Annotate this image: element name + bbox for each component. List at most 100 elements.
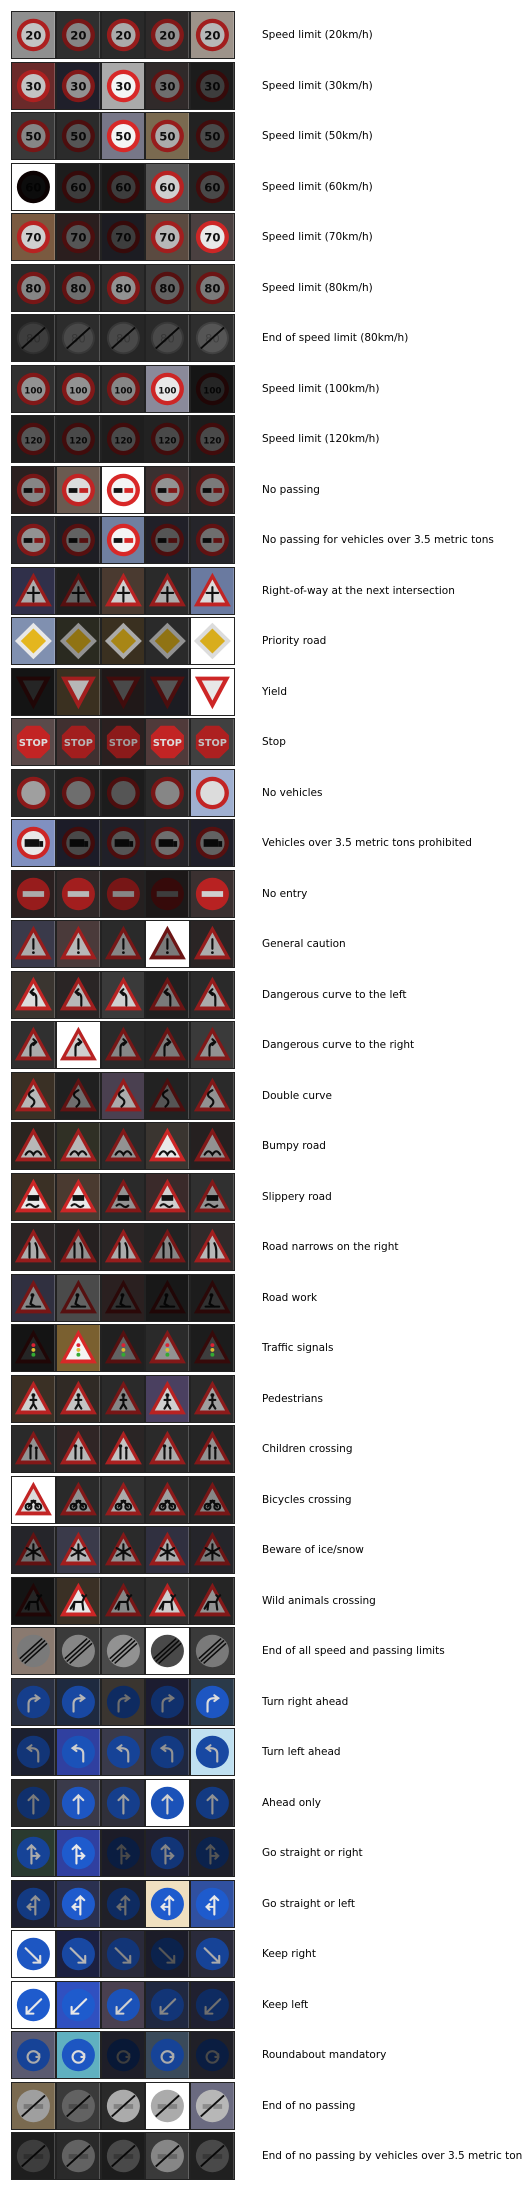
- keep-left-sample-5-icon: [190, 1980, 235, 2029]
- sample-strip: [11, 920, 235, 968]
- sign-class-label: Speed limit (60km/h): [262, 180, 373, 193]
- svg-text:80: 80: [204, 281, 220, 295]
- sign-class-row-priority-road: Priority road: [0, 617, 522, 665]
- keep-right-sample-2-icon: [55, 1930, 101, 1978]
- sample-strip: [11, 516, 235, 564]
- curve-right-sample-5-icon: [190, 1021, 235, 1069]
- road-work-sample-2-icon: [55, 1273, 101, 1322]
- sign-class-row-roundabout: Roundabout mandatory: [0, 2031, 522, 2079]
- children-crossing-sample-3-icon: [100, 1425, 146, 1473]
- traffic-signals-sample-4-icon: [145, 1324, 191, 1372]
- svg-text:STOP: STOP: [108, 738, 137, 749]
- speed-limit-80-sample-2-icon: 80: [55, 263, 101, 312]
- road-work-sample-5-icon: [190, 1273, 235, 1322]
- sign-class-row-speed-limit-100: 100 100 100 100 100 Speed limit (100km/h): [0, 364, 522, 413]
- sign-class-label: End of no passing by vehicles over 3.5 m…: [262, 2150, 522, 2162]
- no-passing-trucks-sample-2-icon: [55, 516, 101, 564]
- sign-class-label: Road narrows on the right: [262, 1241, 399, 1253]
- traffic-signals-sample-1-icon: [11, 1324, 56, 1372]
- sample-strip: 20 20 20 20 20: [11, 11, 235, 59]
- sign-class-label: No passing: [262, 483, 320, 496]
- sample-strip: [11, 819, 235, 867]
- sample-strip: [11, 1071, 235, 1120]
- sample-strip: [11, 566, 235, 615]
- sign-class-label: Wild animals crossing: [262, 1594, 376, 1607]
- priority-road-sample-2-icon: [55, 617, 101, 665]
- wild-animals-sample-1-icon: [11, 1576, 56, 1625]
- no-vehicles-sample-3-icon: [100, 768, 146, 817]
- end-speed-limit-80-sample-2-icon: 80: [55, 314, 101, 362]
- right-of-way-sample-2-icon: [55, 566, 101, 615]
- no-trucks-sample-4-icon: [145, 819, 191, 867]
- straight-or-left-sample-3-icon: [100, 1879, 146, 1928]
- speed-limit-30-sample-3-icon: 30: [100, 61, 146, 110]
- svg-text:120: 120: [24, 436, 42, 446]
- sign-class-label: Go straight or right: [262, 1847, 363, 1859]
- road-work-sample-1-icon: [11, 1273, 56, 1322]
- speed-limit-80-sample-4-icon: 80: [145, 263, 191, 312]
- sample-strip: [11, 1980, 235, 2029]
- keep-left-sample-2-icon: [55, 1980, 101, 2029]
- sign-class-label: Traffic signals: [262, 1342, 334, 1354]
- end-no-passing-sample-4-icon: [145, 2081, 191, 2130]
- end-all-limits-sample-1-icon: [11, 1627, 56, 1675]
- no-vehicles-sample-4-icon: [145, 768, 191, 817]
- no-passing-trucks-sample-4-icon: [145, 516, 191, 564]
- bicycles-crossing-sample-5-icon: [190, 1475, 235, 1524]
- speed-limit-50-sample-1-icon: 50: [11, 112, 56, 160]
- yield-sample-1-icon: [11, 667, 56, 716]
- bicycles-crossing-sample-1-icon: [11, 1475, 56, 1524]
- svg-text:120: 120: [114, 436, 132, 446]
- turn-right-ahead-sample-1-icon: [11, 1677, 56, 1726]
- children-crossing-sample-4-icon: [145, 1425, 191, 1473]
- sign-class-row-yield: Yield: [0, 667, 522, 716]
- svg-text:80: 80: [160, 281, 176, 295]
- no-entry-sample-1-icon: [11, 869, 56, 918]
- turn-left-ahead-sample-1-icon: [11, 1728, 56, 1776]
- slippery-road-sample-4-icon: [145, 1172, 191, 1221]
- sign-class-label: Priority road: [262, 635, 327, 647]
- speed-limit-120-sample-3-icon: 120: [100, 415, 146, 463]
- sample-strip: [11, 1223, 235, 1271]
- sample-strip: [11, 617, 235, 665]
- svg-text:30: 30: [160, 79, 176, 93]
- end-no-passing-trucks-sample-4-icon: [145, 2132, 191, 2180]
- no-passing-trucks-sample-3-icon: [100, 516, 146, 564]
- sign-class-row-curve-left: Dangerous curve to the left: [0, 970, 522, 1019]
- svg-text:50: 50: [115, 129, 131, 143]
- sample-strip: 100 100 100 100 100: [11, 364, 235, 413]
- sign-class-label: Speed limit (80km/h): [262, 281, 373, 294]
- pedestrians-sample-3-icon: [100, 1374, 146, 1423]
- sign-class-row-end-speed-limit-80: 80 80 80 80 80 End: [0, 314, 522, 362]
- no-passing-trucks-sample-5-icon: [190, 516, 235, 564]
- sign-class-row-keep-right: Keep right: [0, 1930, 522, 1978]
- slippery-road-sample-5-icon: [190, 1172, 235, 1221]
- bumpy-road-sample-3-icon: [100, 1122, 146, 1170]
- roundabout-sample-1-icon: [11, 2031, 56, 2079]
- speed-limit-70-sample-2-icon: 70: [55, 213, 101, 261]
- stop-sample-2-icon: STOP: [55, 718, 101, 766]
- curve-left-sample-1-icon: [11, 970, 56, 1019]
- sign-class-row-end-all-limits: End of all speed and passing limits: [0, 1627, 522, 1675]
- bumpy-road-sample-4-icon: [145, 1122, 191, 1170]
- sample-strip: [11, 667, 235, 716]
- speed-limit-20-sample-2-icon: 20: [55, 11, 101, 59]
- speed-limit-70-sample-4-icon: 70: [145, 213, 191, 261]
- sign-class-row-road-narrows-right: Road narrows on the right: [0, 1223, 522, 1271]
- svg-text:STOP: STOP: [198, 738, 227, 749]
- speed-limit-60-sample-1-icon: 60: [11, 162, 56, 211]
- svg-text:STOP: STOP: [64, 738, 93, 749]
- sign-class-label: Children crossing: [262, 1443, 353, 1455]
- sample-strip: [11, 1374, 235, 1423]
- svg-text:50: 50: [25, 129, 41, 143]
- sign-class-label: End of no passing: [262, 2099, 356, 2112]
- ice-snow-sample-5-icon: [190, 1526, 235, 1574]
- road-narrows-right-sample-2-icon: [55, 1223, 101, 1271]
- speed-limit-60-sample-4-icon: 60: [145, 162, 191, 211]
- sample-strip: [11, 869, 235, 918]
- sign-class-label: Keep right: [262, 1948, 316, 1960]
- sign-class-row-no-passing-trucks: No passing for vehicles over 3.5 metric …: [0, 516, 522, 564]
- sign-class-label: Dangerous curve to the left: [262, 988, 407, 1001]
- sample-strip: 30 30 30 30 30: [11, 61, 235, 110]
- straight-or-left-sample-5-icon: [190, 1879, 235, 1928]
